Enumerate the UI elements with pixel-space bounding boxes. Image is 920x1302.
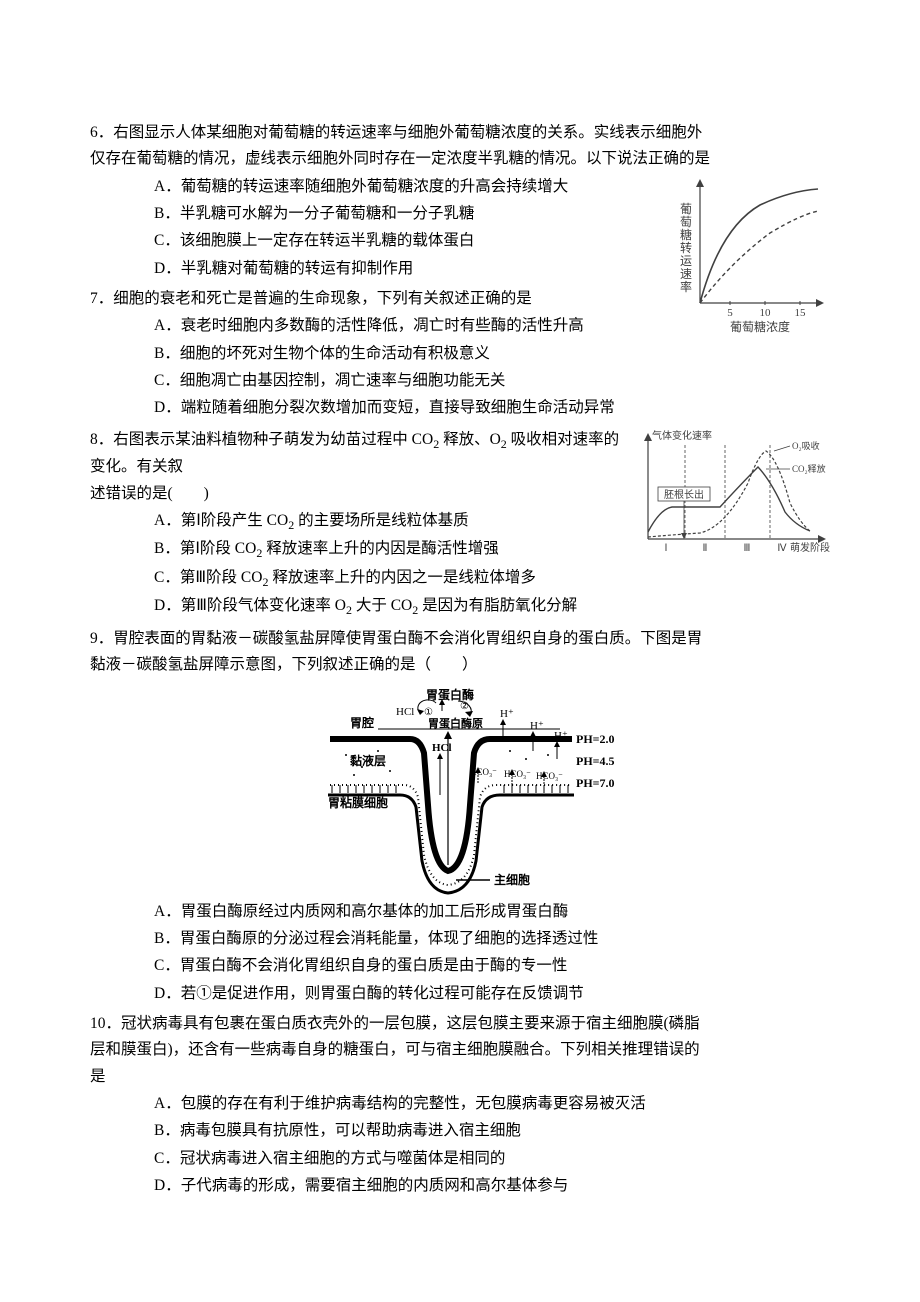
q9-opt-a: A．胃蛋白酶原经过内质网和高尔基体的加工后形成胃蛋白酶 [154, 899, 830, 925]
q9-ph3: PH=7.0 [576, 776, 615, 790]
q9-opt-c: C．胃蛋白酶不会消化胃组织自身的蛋白质是由于酶的专一性 [154, 953, 830, 979]
q9-h1: H⁺ [500, 708, 514, 720]
q7-options: A．衰老时细胞内多数酶的活性降低，凋亡时有些酶的活性升高 B．细胞的坏死对生物个… [90, 313, 830, 421]
q10-opt-a: A．包膜的存在有利于维护病毒结构的完整性，无包膜病毒更容易被灭活 [154, 1091, 830, 1117]
q9-pepsinogen: 胃蛋白酶原 [428, 716, 483, 730]
q9-num: 9． [90, 630, 113, 647]
question-6: 6．右图显示人体某细胞对葡萄糖的转运速率与细胞外葡萄糖浓度的关系。实线表示细胞外… [90, 120, 830, 282]
q9-ph2: PH=4.5 [576, 754, 615, 768]
q8-chart: 气体变化速率 O₂吸收 CO₂释放 胚根长出 Ⅰ [630, 427, 830, 557]
q6-ylabel: 葡萄糖 转运速率 [680, 202, 695, 294]
q10-num: 10． [90, 1015, 121, 1032]
question-7: 7．细胞的衰老和死亡是普遍的生命现象，下列有关叙述正确的是 A．衰老时细胞内多数… [90, 286, 830, 423]
q10-opt-d: D．子代病毒的形成，需要宿主细胞的内质网和高尔基体参与 [154, 1173, 830, 1199]
q9-opt-b: B．胃蛋白酶原的分泌过程会消耗能量，体现了细胞的选择透过性 [154, 926, 830, 952]
q8-o2-label: O₂吸收 [792, 440, 820, 451]
question-10: 10．冠状病毒具有包裹在蛋白质衣壳外的一层包膜，这层包膜主要来源于宿主细胞膜(磷… [90, 1011, 830, 1199]
q9-h2: H⁺ [530, 720, 544, 732]
q10-stem-line3: 是 [90, 1064, 830, 1090]
q6-num: 6． [90, 124, 113, 141]
q8-co2-label: CO₂释放 [792, 463, 826, 474]
q9-circ1: ① [424, 707, 433, 718]
question-8: 气体变化速率 O₂吸收 CO₂释放 胚根长出 Ⅰ [90, 427, 830, 622]
q8-root-label: 胚根长出 [664, 488, 704, 501]
q8-x2: Ⅱ [703, 543, 708, 554]
q7-num: 7． [90, 290, 113, 307]
q8-ylabel: 气体变化速率 [652, 429, 712, 442]
q6-stem-line2: 仅存在葡萄糖的情况，虚线表示细胞外同时存在一定浓度半乳糖的情况。以下说法正确的是 [90, 146, 830, 172]
q6-text1: 右图显示人体某细胞对葡萄糖的转运速率与细胞外葡萄糖浓度的关系。实线表示细胞外 [113, 124, 702, 141]
q8-num: 8． [90, 431, 113, 448]
q7-opt-d: D．端粒随着细胞分裂次数增加而变短，直接导致细胞生命活动异常 [154, 395, 830, 421]
q9-diagram: 胃蛋白酶 HCl ① ② 胃腔 胃蛋白酶原 H⁺ H⁺ H⁺ PH=2.0 [300, 685, 620, 895]
q8-x1: Ⅰ [665, 543, 668, 554]
q7-text: 细胞的衰老和死亡是普遍的生命现象，下列有关叙述正确的是 [113, 290, 532, 307]
q9-hco3-3: HCO₃⁻ [536, 771, 563, 781]
q9-stem-line1: 9．胃腔表面的胃黏液－碳酸氢盐屏障使胃蛋白酶不会消化胃组织自身的蛋白质。下图是胃 [90, 626, 830, 652]
q9-chief: 主细胞 [494, 872, 530, 887]
q10-opt-c: C．冠状病毒进入宿主细胞的方式与噬菌体是相同的 [154, 1146, 830, 1172]
q9-stem-line2: 黏液－碳酸氢盐屏障示意图，下列叙述正确的是（ ） [90, 652, 830, 678]
q10-opt-b: B．病毒包膜具有抗原性，可以帮助病毒进入宿主细胞 [154, 1118, 830, 1144]
q7-opt-b: B．细胞的坏死对生物个体的生命活动有积极意义 [154, 341, 830, 367]
q9-cavity: 胃腔 [350, 715, 374, 730]
q9-hcl-top: HCl [396, 706, 414, 718]
q7-opt-a: A．衰老时细胞内多数酶的活性降低，凋亡时有些酶的活性升高 [154, 313, 830, 339]
q8-x4: Ⅳ [777, 543, 787, 554]
q9-mucus: 黏液层 [350, 753, 386, 768]
q9-opt-d: D．若①是促进作用，则胃蛋白酶的转化过程可能存在反馈调节 [154, 981, 830, 1007]
q7-stem: 7．细胞的衰老和死亡是普遍的生命现象，下列有关叙述正确的是 [90, 286, 830, 312]
q10-stem-line1: 10．冠状病毒具有包裹在蛋白质衣壳外的一层包膜，这层包膜主要来源于宿主细胞膜(磷… [90, 1011, 830, 1037]
q9-hcl-mid: HCl [432, 742, 452, 754]
question-9: 9．胃腔表面的胃黏液－碳酸氢盐屏障使胃蛋白酶不会消化胃组织自身的蛋白质。下图是胃… [90, 626, 830, 1007]
q9-options: A．胃蛋白酶原经过内质网和高尔基体的加工后形成胃蛋白酶 B．胃蛋白酶原的分泌过程… [90, 899, 830, 1007]
q10-options: A．包膜的存在有利于维护病毒结构的完整性，无包膜病毒更容易被灭活 B．病毒包膜具… [90, 1091, 830, 1199]
q8-opt-d: D．第Ⅲ阶段气体变化速率 O2 大于 CO2 是因为有脂肪氧化分解 [154, 593, 830, 620]
q10-stem-line2: 层和膜蛋白)，还含有一些病毒自身的糖蛋白，可与宿主细胞膜融合。下列相关推理错误的 [90, 1037, 830, 1063]
q8-opt-c: C．第Ⅲ阶段 CO2 释放速率上升的内因之一是线粒体增多 [154, 565, 830, 592]
q9-hco3-2: HCO₃⁻ [504, 769, 531, 779]
q8-xlabel: 萌发阶段 [790, 541, 830, 554]
q9-pepsin: 胃蛋白酶 [426, 687, 474, 702]
q7-opt-c: C．细胞凋亡由基因控制，凋亡速率与细胞功能无关 [154, 368, 830, 394]
q9-mucosa: 胃粘膜细胞 [328, 795, 388, 810]
q9-ph1: PH=2.0 [576, 732, 615, 746]
q6-stem-line1: 6．右图显示人体某细胞对葡萄糖的转运速率与细胞外葡萄糖浓度的关系。实线表示细胞外 [90, 120, 830, 146]
q8-x3: Ⅲ [744, 543, 751, 554]
